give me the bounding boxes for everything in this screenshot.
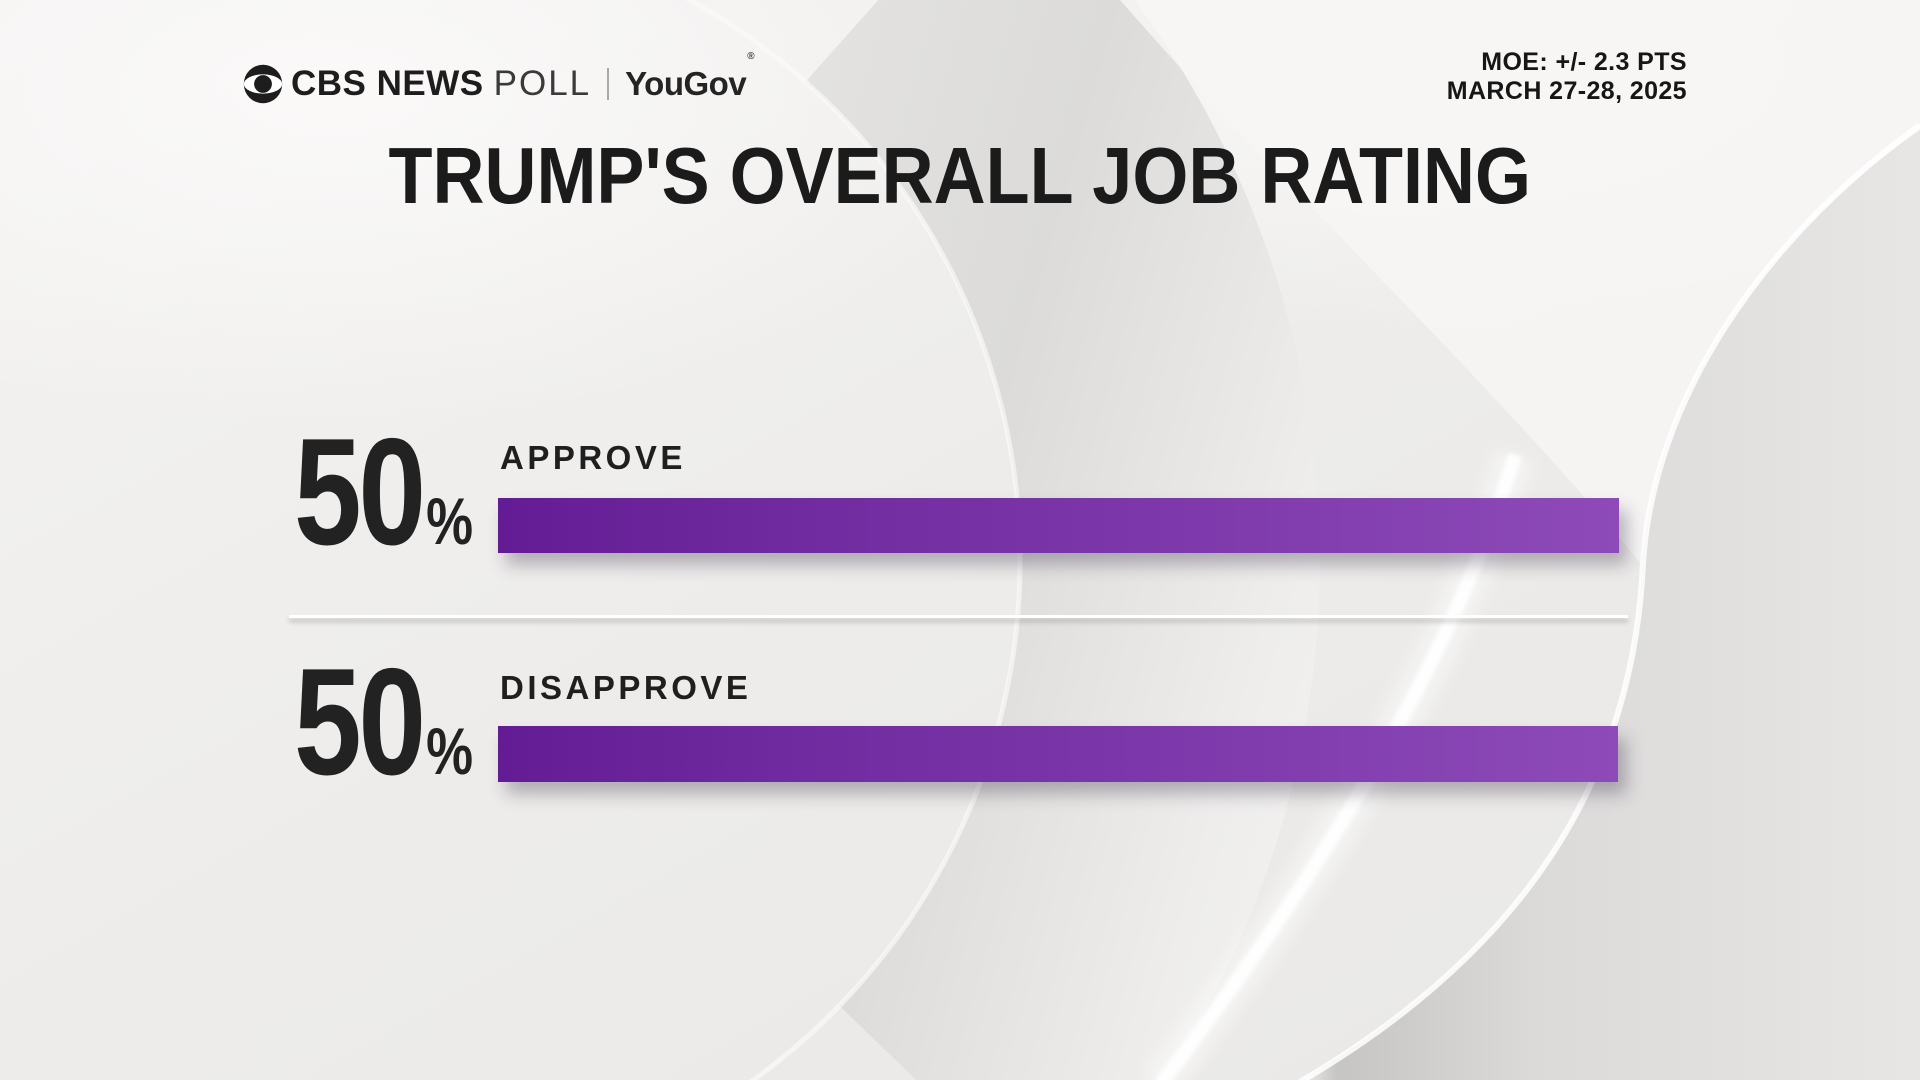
approve-value: 50% — [294, 407, 474, 577]
disapprove-value: 50% — [294, 637, 474, 807]
poll-meta: MOE: +/- 2.3 PTS MARCH 27-28, 2025 — [1447, 48, 1687, 106]
percent-sign: % — [426, 484, 474, 558]
brand-lockup: CBS NEWS POLL YouGov® — [243, 51, 755, 106]
disapprove-label: DISAPPROVE — [500, 669, 752, 706]
moe-text: MOE: +/- 2.3 PTS — [1481, 48, 1687, 76]
approve-bar — [498, 498, 1619, 553]
date-range-text: MARCH 27-28, 2025 — [1446, 77, 1687, 105]
registered-mark: ® — [747, 51, 755, 62]
brand-divider — [607, 68, 610, 100]
cbs-eye-icon — [243, 64, 283, 104]
yougov-wordmark: YouGov® — [625, 51, 755, 102]
approve-label: APPROVE — [500, 439, 686, 476]
cbs-news-wordmark: CBS NEWS — [291, 64, 484, 103]
row-divider — [289, 615, 1628, 618]
page-title: TRUMP'S OVERALL JOB RATING — [388, 131, 1532, 220]
poll-wordmark: POLL — [493, 64, 592, 103]
percent-sign: % — [426, 714, 474, 788]
disapprove-bar — [498, 726, 1618, 782]
